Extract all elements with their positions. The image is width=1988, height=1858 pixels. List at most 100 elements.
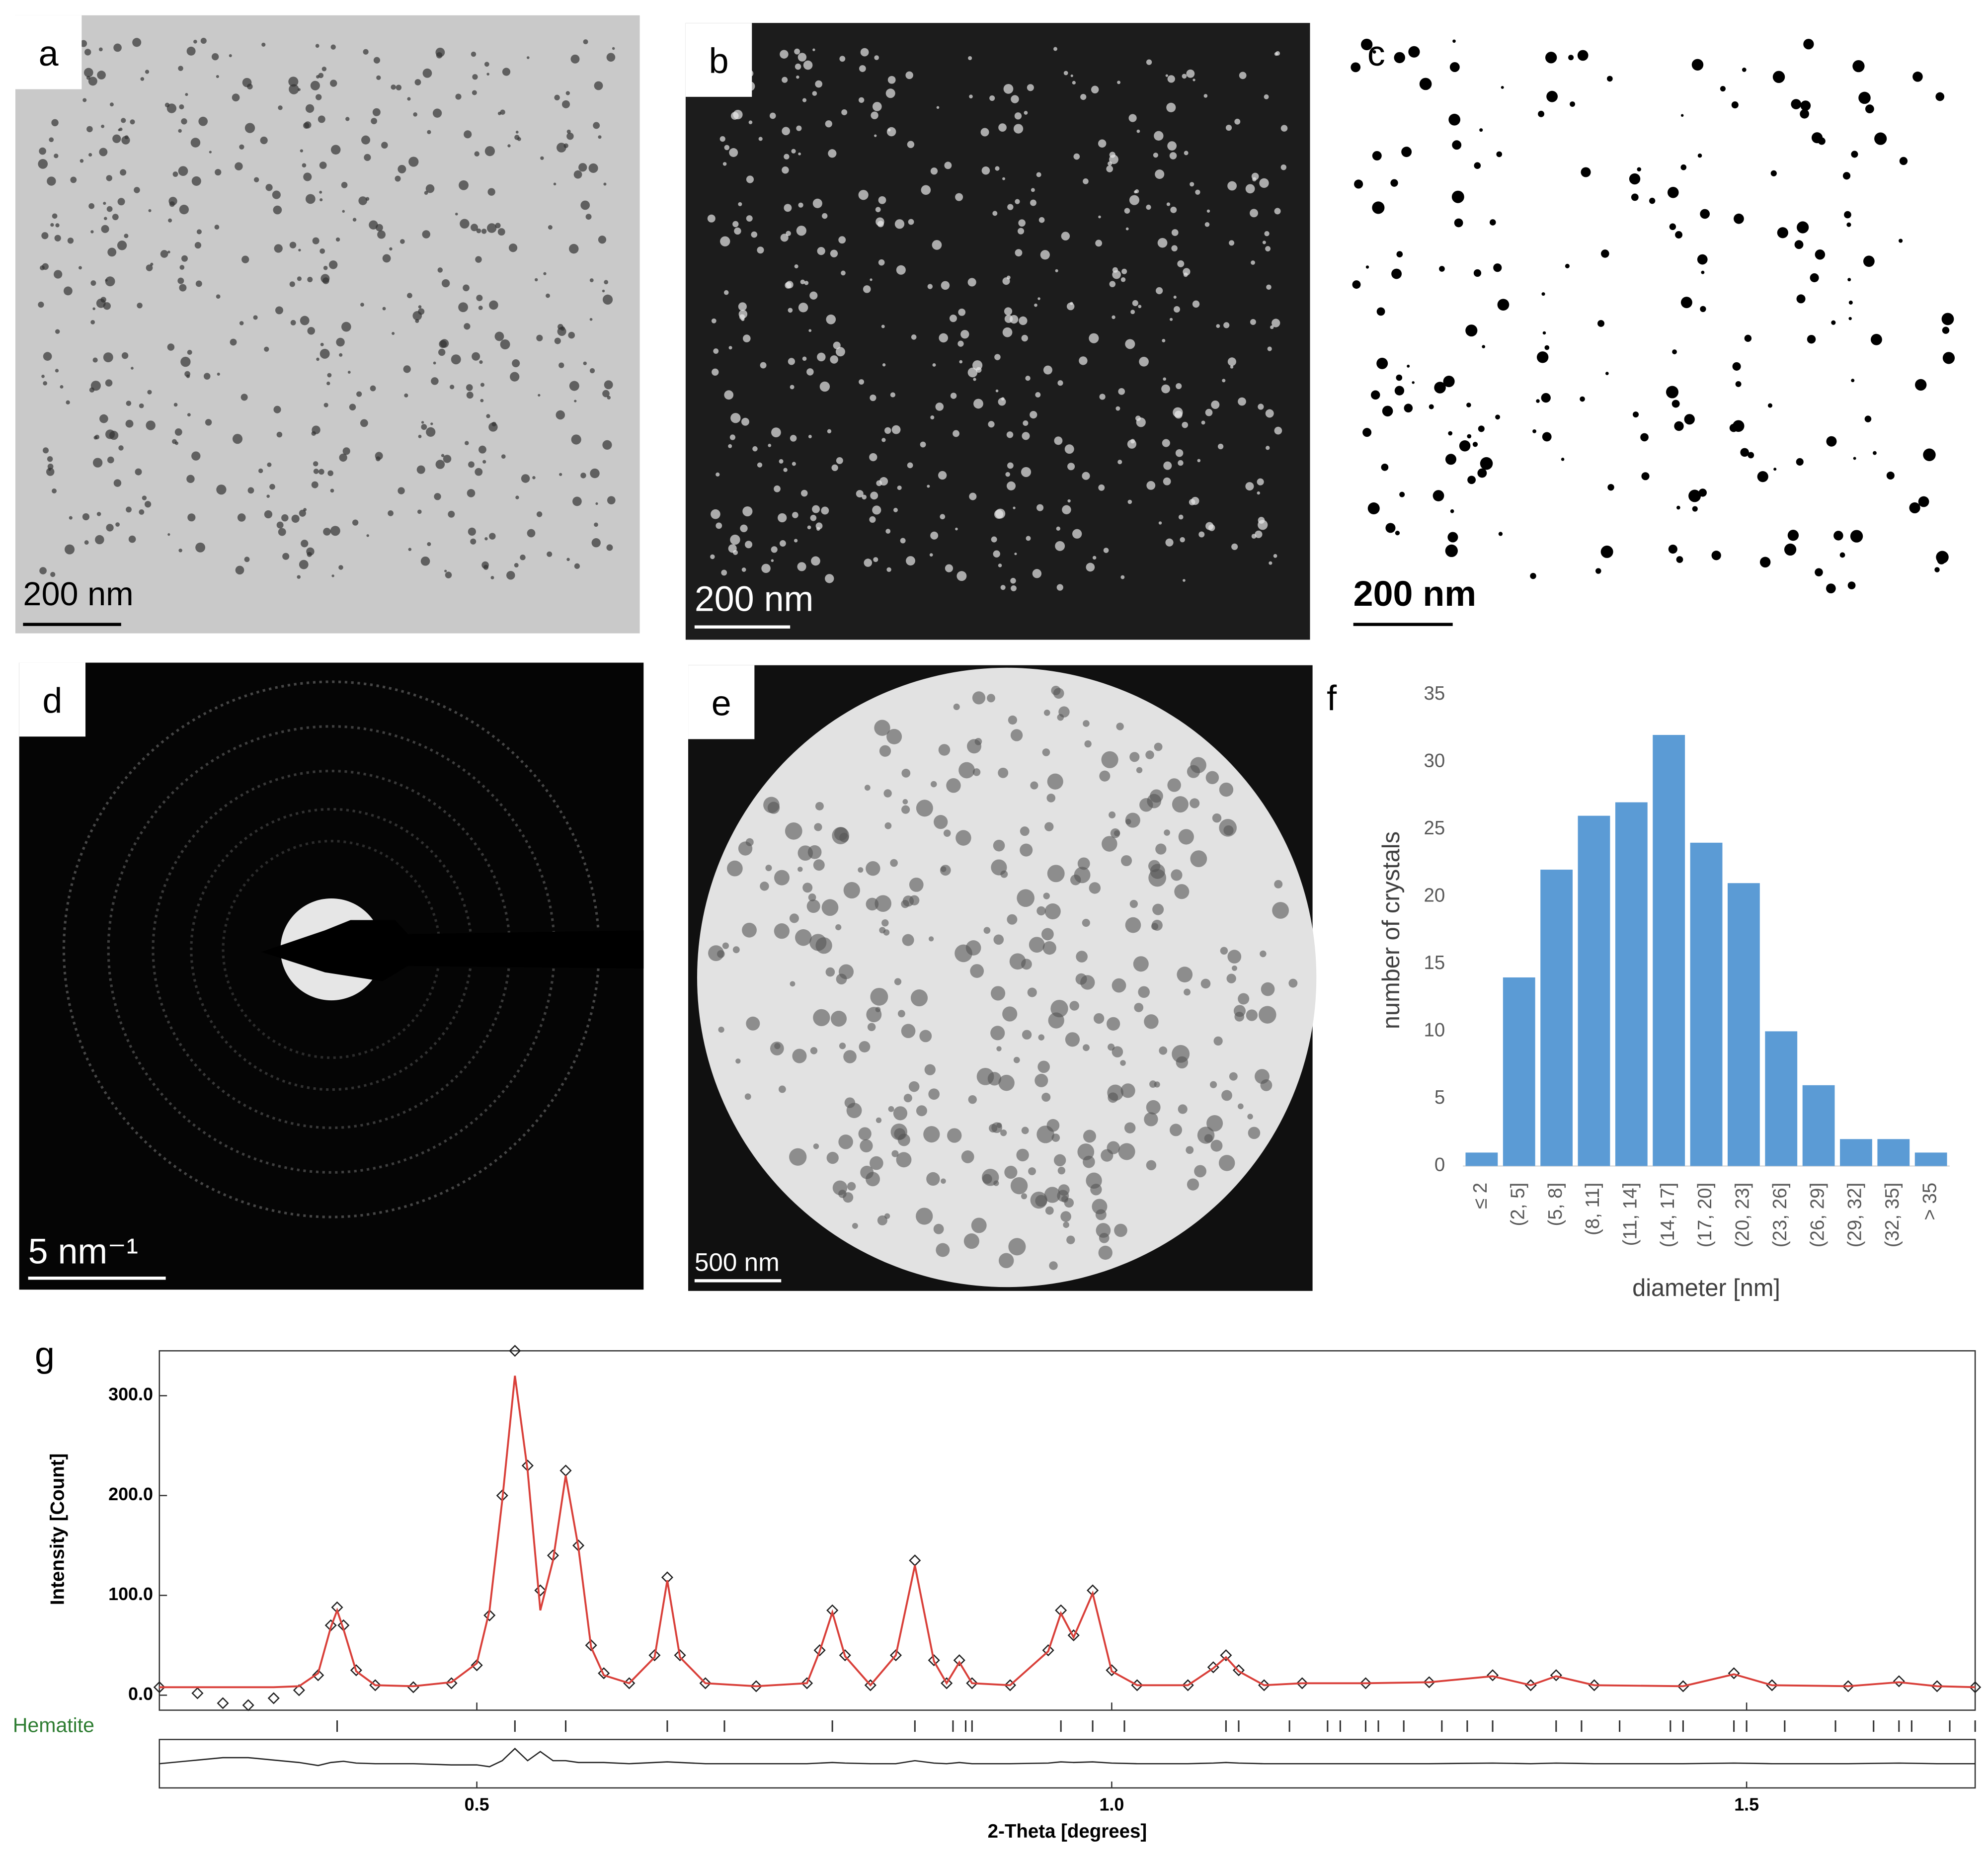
- particle: [398, 487, 405, 494]
- particle: [802, 98, 807, 102]
- particle: [967, 367, 978, 378]
- particle: [1399, 491, 1405, 497]
- particle: [830, 249, 838, 257]
- particle: [826, 314, 836, 324]
- particle: [1257, 478, 1264, 485]
- particle: [1800, 100, 1811, 111]
- particle: [1130, 310, 1135, 315]
- x-tick-label: (23, 26]: [1769, 1183, 1791, 1247]
- particle: [1675, 231, 1683, 239]
- particle: [166, 103, 177, 113]
- particle: [489, 533, 496, 540]
- particle: [1229, 1072, 1238, 1081]
- particle: [967, 278, 976, 287]
- particle: [1568, 55, 1574, 61]
- particle: [1225, 124, 1232, 131]
- particle: [1166, 202, 1171, 206]
- particle: [1864, 415, 1872, 422]
- particle: [1136, 417, 1146, 427]
- particle: [878, 259, 885, 266]
- particle: [190, 138, 201, 148]
- particle: [90, 230, 94, 234]
- particle: [1125, 818, 1131, 825]
- particle: [1120, 277, 1126, 282]
- particle: [427, 542, 431, 546]
- particle: [1227, 181, 1237, 191]
- particle: [1250, 209, 1259, 218]
- particle: [558, 362, 564, 368]
- particle: [1153, 153, 1158, 158]
- particle: [291, 514, 300, 523]
- particle: [1158, 521, 1162, 525]
- particle: [1546, 90, 1558, 102]
- particle: [1676, 505, 1680, 510]
- particle: [1000, 1130, 1007, 1136]
- particle: [885, 529, 891, 534]
- particle: [101, 124, 105, 128]
- beam-stop: [261, 920, 644, 981]
- particle: [1086, 563, 1095, 572]
- particle: [339, 453, 347, 462]
- particle: [1720, 86, 1726, 92]
- particle: [875, 1117, 882, 1123]
- particle: [105, 379, 113, 387]
- particle: [881, 324, 885, 328]
- particle: [67, 238, 74, 244]
- particle: [1748, 452, 1754, 459]
- particle: [947, 1128, 962, 1143]
- particle: [969, 94, 973, 99]
- particle: [43, 352, 52, 361]
- particle: [819, 381, 830, 392]
- particle: [1176, 383, 1182, 390]
- particle: [1773, 468, 1777, 471]
- observed-point: [928, 1654, 940, 1667]
- particle: [1061, 1196, 1068, 1203]
- particle: [1847, 581, 1856, 589]
- particle: [323, 403, 328, 407]
- particle: [418, 434, 422, 438]
- particle: [790, 435, 797, 442]
- particle: [809, 934, 827, 951]
- observed-point: [889, 1649, 902, 1662]
- scale-bar-label: 200 nm: [23, 576, 133, 613]
- particle: [486, 223, 497, 233]
- particle: [1532, 429, 1536, 433]
- particle: [1098, 484, 1105, 491]
- particle: [719, 136, 725, 142]
- particle: [84, 540, 89, 545]
- particle: [1231, 543, 1238, 550]
- particle: [289, 242, 297, 248]
- particle: [1064, 444, 1074, 454]
- particle: [1649, 197, 1656, 204]
- particle: [825, 967, 835, 977]
- particle: [553, 182, 557, 186]
- particle: [432, 108, 442, 118]
- particle: [911, 334, 917, 340]
- particle: [598, 236, 607, 244]
- particle: [928, 1088, 940, 1100]
- particle: [237, 513, 246, 522]
- particle: [1354, 179, 1363, 189]
- particle: [179, 284, 187, 292]
- particle: [817, 352, 826, 362]
- particle: [232, 93, 240, 102]
- particle: [512, 359, 520, 368]
- particle: [724, 390, 734, 400]
- particle: [546, 293, 550, 298]
- particle: [195, 542, 206, 553]
- particle: [980, 128, 989, 137]
- particle: [1672, 349, 1677, 354]
- particle: [160, 250, 168, 258]
- particle: [958, 308, 966, 316]
- particle: [573, 170, 582, 179]
- particle: [1245, 482, 1254, 491]
- particle: [886, 728, 902, 744]
- particle: [1942, 326, 1950, 334]
- particle: [920, 441, 926, 448]
- particle: [407, 97, 411, 101]
- particle: [330, 145, 341, 155]
- particle: [1445, 544, 1458, 558]
- particle: [1103, 548, 1109, 553]
- particle: [1034, 1073, 1048, 1087]
